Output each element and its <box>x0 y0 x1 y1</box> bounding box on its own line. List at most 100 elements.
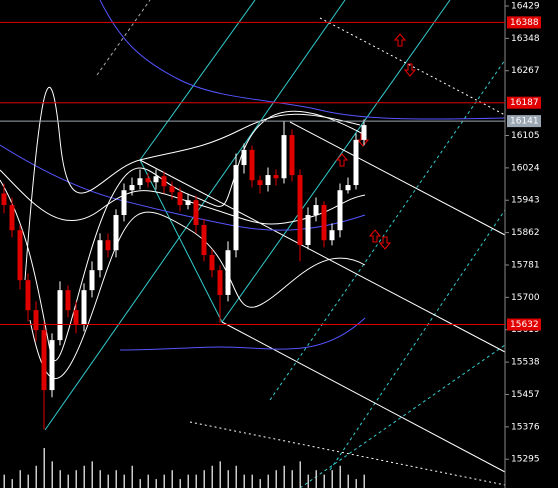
volume-bar <box>315 470 317 488</box>
drawing-tools <box>0 0 506 488</box>
candle-body <box>121 190 127 216</box>
volume-bar <box>107 474 109 488</box>
candle-body <box>113 215 119 251</box>
candle-body <box>353 139 359 186</box>
volume-bar <box>163 474 165 488</box>
volume-bar <box>267 474 269 488</box>
price-label-box <box>507 16 541 29</box>
volume-bar <box>67 474 69 488</box>
candle-body <box>233 165 239 251</box>
volume-bar <box>19 470 21 488</box>
price-label-box <box>507 96 541 109</box>
volume-bar <box>75 470 77 488</box>
candle-body <box>321 205 327 241</box>
y-tick-label: 15376 <box>511 422 540 432</box>
price-label-box <box>507 318 541 331</box>
volume-bar <box>11 479 13 488</box>
candle-body <box>153 176 159 183</box>
volume-bar <box>323 474 325 488</box>
volume-bar <box>251 474 253 488</box>
volume-bar <box>27 474 29 488</box>
volume-bar <box>195 474 197 488</box>
candle-body <box>145 178 151 183</box>
candle-body <box>193 200 199 226</box>
volume-bar <box>139 479 141 488</box>
price-label: 16141 <box>510 117 539 127</box>
price-label: 15632 <box>510 320 539 330</box>
y-tick-label: 16348 <box>511 34 540 44</box>
volume-bar <box>339 465 341 488</box>
volume-bar <box>347 474 349 488</box>
volume-bar <box>147 474 149 488</box>
price-label: 16187 <box>510 98 539 108</box>
volume-bar <box>43 448 45 488</box>
volume-bar <box>355 479 357 488</box>
volume-bar <box>59 470 61 488</box>
candle-body <box>201 225 207 255</box>
volume-bar <box>99 470 101 488</box>
candle-body <box>41 330 47 391</box>
candle-body <box>217 270 223 295</box>
volume-bar <box>283 465 285 488</box>
candle-body <box>177 192 183 206</box>
candle-body <box>281 135 287 179</box>
candle-body <box>65 290 71 311</box>
candle-body <box>289 135 295 176</box>
y-tick-label: 15700 <box>511 293 540 303</box>
volume-bar <box>307 474 309 488</box>
volume-bar <box>115 470 117 488</box>
candle-body <box>17 230 23 281</box>
candle-body <box>249 149 255 181</box>
volume-bar <box>235 465 237 488</box>
volume-bar <box>51 461 53 488</box>
candle-body <box>273 175 279 179</box>
candle-body <box>329 230 335 241</box>
candle-body <box>241 149 247 166</box>
candle-body <box>161 176 167 187</box>
candle-body <box>25 280 31 311</box>
volume-bar <box>259 479 261 488</box>
volume-bar <box>3 474 5 488</box>
candle-body <box>185 200 191 206</box>
volume-bar <box>83 465 85 488</box>
candle-body <box>137 178 143 186</box>
y-tick-label: 16429 <box>511 1 540 11</box>
volume-bar <box>227 470 229 488</box>
volume-bar <box>91 461 93 488</box>
candle-body <box>49 340 55 391</box>
volume-bar <box>35 465 37 488</box>
y-tick-label: 16267 <box>511 66 540 76</box>
y-tick-label: 15457 <box>511 390 540 400</box>
volume-bar <box>171 470 173 488</box>
candle-body <box>305 215 311 245</box>
y-tick-label: 15295 <box>511 455 540 465</box>
volume-bar <box>275 470 277 488</box>
volume-bar <box>131 465 133 488</box>
candle-body <box>361 125 367 140</box>
volume-bar <box>331 470 333 488</box>
price-label: 16388 <box>510 18 539 28</box>
candle-body <box>345 185 351 191</box>
candle-body <box>105 240 111 251</box>
volume-bar <box>243 474 245 488</box>
candle-body <box>265 175 271 186</box>
y-tick-label: 16105 <box>511 131 540 141</box>
candle-body <box>313 205 319 216</box>
y-tick-label: 15943 <box>511 196 540 206</box>
y-tick-label: 16024 <box>511 163 540 173</box>
volume-bar <box>299 461 301 488</box>
candle-body <box>297 175 303 245</box>
volume-bar <box>211 465 213 488</box>
candle-body <box>73 310 79 325</box>
volume-bar <box>187 474 189 488</box>
candle-body <box>169 186 175 193</box>
volume-bar <box>123 474 125 488</box>
candle-body <box>97 240 103 271</box>
candle-body <box>57 290 63 341</box>
volume-bar <box>155 479 157 488</box>
volume-bar <box>363 474 365 488</box>
candle-body <box>225 250 231 295</box>
candle-body <box>337 190 343 231</box>
